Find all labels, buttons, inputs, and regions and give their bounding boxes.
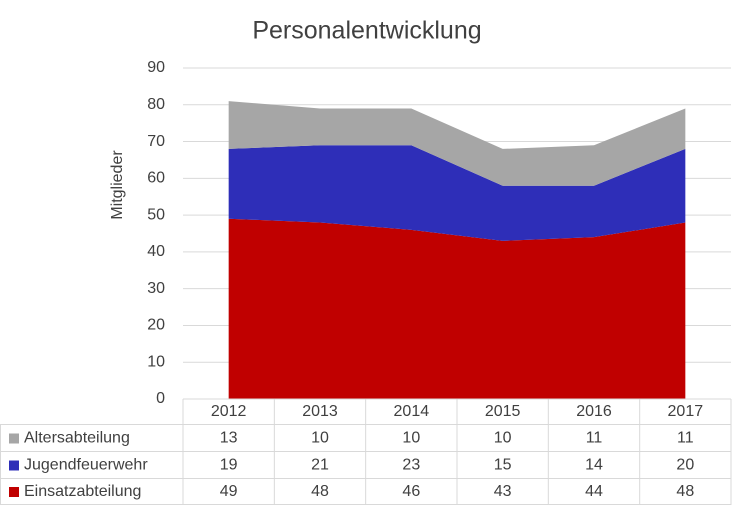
y-tick-label: 0 bbox=[156, 390, 165, 407]
table-value: 15 bbox=[494, 457, 512, 474]
table-value: 23 bbox=[402, 457, 420, 474]
table-value: 21 bbox=[311, 457, 329, 474]
table-value: 11 bbox=[677, 430, 694, 447]
legend-label: Jugendfeuerwehr bbox=[24, 457, 148, 474]
y-axis-title: Mitglieder bbox=[109, 150, 126, 220]
y-tick-label: 90 bbox=[147, 59, 165, 76]
x-tick-label: 2017 bbox=[668, 403, 704, 420]
legend-label: Einsatzabteilung bbox=[24, 483, 141, 500]
table-value: 19 bbox=[220, 457, 238, 474]
table-value: 14 bbox=[585, 457, 603, 474]
table-value: 43 bbox=[494, 483, 512, 500]
table-value: 10 bbox=[402, 430, 420, 447]
legend-key bbox=[9, 487, 19, 497]
area bbox=[228, 145, 686, 241]
table-value: 10 bbox=[311, 430, 329, 447]
table-value: 48 bbox=[676, 483, 694, 500]
y-tick-label: 10 bbox=[147, 353, 165, 370]
y-tick-label: 40 bbox=[147, 243, 165, 260]
x-tick-label: 2016 bbox=[576, 403, 612, 420]
table-value: 46 bbox=[402, 483, 420, 500]
legend-key bbox=[9, 460, 19, 471]
y-tick-label: 30 bbox=[147, 280, 165, 297]
table-value: 48 bbox=[311, 483, 329, 500]
table-value: 49 bbox=[220, 483, 238, 500]
y-tick-label: 70 bbox=[147, 133, 165, 150]
x-tick-label: 2015 bbox=[485, 403, 521, 420]
table-value: 44 bbox=[585, 483, 603, 500]
area bbox=[228, 101, 686, 186]
x-tick-label: 2014 bbox=[394, 403, 430, 420]
table-value: 10 bbox=[494, 430, 512, 447]
table-value: 13 bbox=[220, 430, 238, 447]
y-tick-label: 50 bbox=[147, 206, 165, 223]
table-value: 20 bbox=[676, 457, 694, 474]
table-value: 11 bbox=[586, 430, 603, 447]
legend-label: Altersabteilung bbox=[24, 430, 130, 447]
y-tick-label: 60 bbox=[147, 170, 165, 187]
area bbox=[228, 218, 686, 399]
y-tick-label: 20 bbox=[147, 317, 165, 334]
chart-title: Personalentwicklung bbox=[252, 17, 481, 45]
x-tick-label: 2012 bbox=[211, 403, 247, 420]
legend-key bbox=[9, 433, 19, 444]
y-tick-label: 80 bbox=[147, 96, 165, 113]
x-tick-label: 2013 bbox=[302, 403, 338, 420]
